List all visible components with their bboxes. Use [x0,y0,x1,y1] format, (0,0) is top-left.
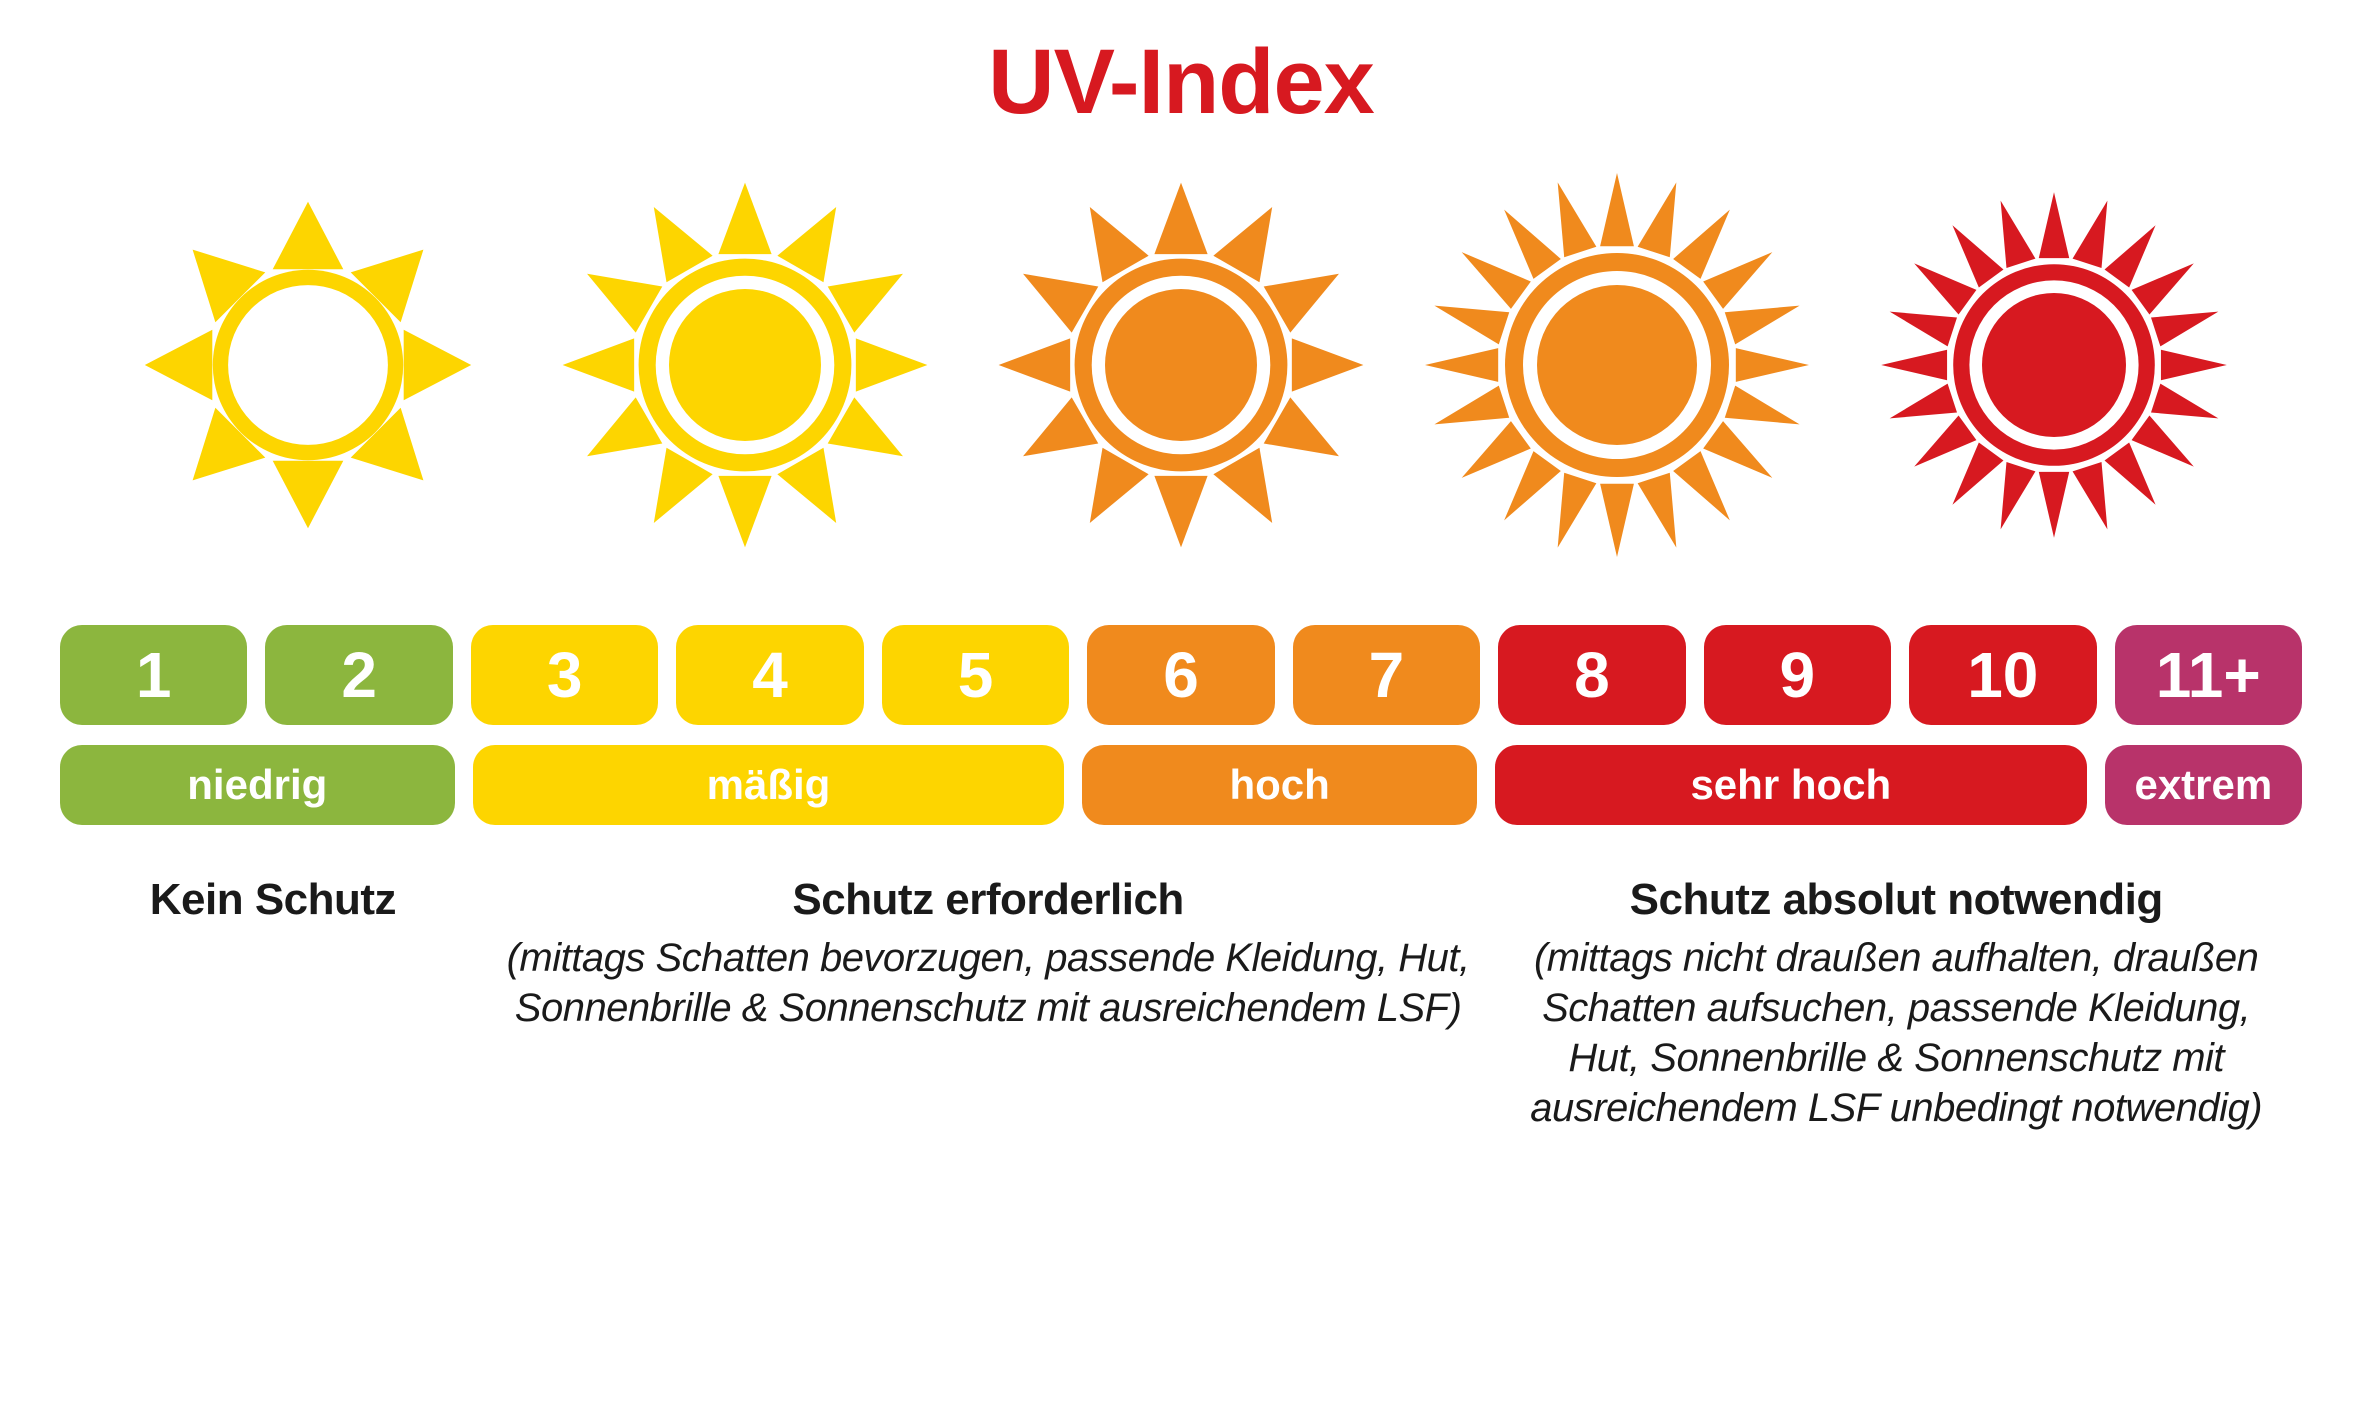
sun-level-5 [1836,185,2272,545]
sun-icon [555,175,935,555]
uv-pill-2: 2 [265,625,452,725]
category-mäßig: mäßig [473,745,1065,825]
advice-col-0: Kein Schutz [60,875,486,1133]
category-sehr hoch: sehr hoch [1495,745,2087,825]
advice-row: Kein Schutz Schutz erforderlich (mittags S… [50,875,2312,1133]
advice-col-1: Schutz erforderlich (mittags Schatten bev… [486,875,1491,1133]
category-hoch: hoch [1082,745,1477,825]
uv-pill-9: 9 [1704,625,1891,725]
sun-level-4 [1399,165,1835,565]
category-labels-row: niedrigmäßighochsehr hochextrem [50,745,2312,825]
advice-col-2: Schutz absolut notwendig (mittags nicht d… [1490,875,2302,1133]
uv-pill-7: 7 [1293,625,1480,725]
uv-pill-4: 4 [676,625,863,725]
uv-pill-6: 6 [1087,625,1274,725]
sun-icon [991,175,1371,555]
advice-heading: Kein Schutz [80,875,466,925]
sun-icon [1417,165,1817,565]
uv-pill-8: 8 [1498,625,1685,725]
uv-pill-3: 3 [471,625,658,725]
uv-pill-11+: 11+ [2115,625,2302,725]
category-niedrig: niedrig [60,745,455,825]
uv-pill-10: 10 [1909,625,2096,725]
sun-icon [138,195,478,535]
sun-level-2 [526,175,962,555]
advice-detail: (mittags nicht draußen aufhalten, drauße… [1510,933,2282,1133]
sun-icon [1874,185,2234,545]
advice-heading: Schutz absolut notwendig [1510,875,2282,925]
suns-row [50,165,2312,565]
category-extrem: extrem [2105,745,2302,825]
advice-heading: Schutz erforderlich [506,875,1471,925]
sun-level-1 [90,195,526,535]
page-title: UV-Index [50,30,2312,135]
uv-pill-1: 1 [60,625,247,725]
advice-detail: (mittags Schatten bevorzugen, passende K… [506,933,1471,1033]
sun-level-3 [963,175,1399,555]
uv-pill-5: 5 [882,625,1069,725]
scale-row: 1234567891011+ [50,625,2312,725]
